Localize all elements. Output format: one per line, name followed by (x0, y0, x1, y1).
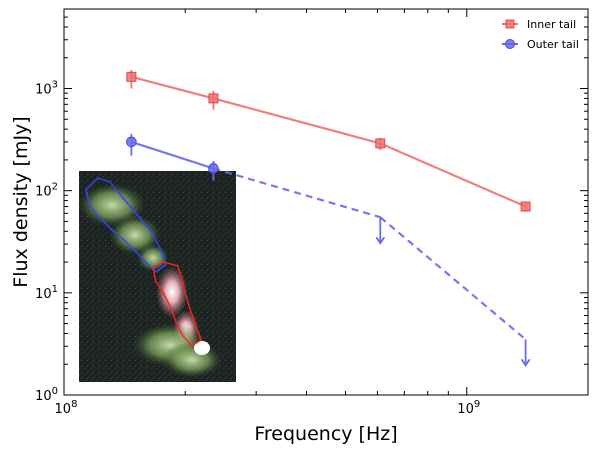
y-tick-label: 100 (35, 386, 58, 404)
series-outer-tail (126, 133, 531, 368)
series-line-segment (379, 142, 527, 208)
y-tick-label: 102 (35, 182, 58, 200)
series-line-segment (131, 75, 214, 100)
data-point (126, 71, 137, 82)
plot-frame (63, 8, 589, 396)
y-tick-label: 101 (35, 284, 58, 302)
legend-item-inner-tail: Inner tail (502, 18, 576, 31)
series-line-segment (379, 216, 527, 341)
axis-ticks (63, 8, 589, 396)
legend-label-inner-tail: Inner tail (527, 18, 576, 31)
data-point (520, 201, 531, 212)
tick-labels: 108 109 100 101 102 103 (35, 80, 480, 417)
upper-limit-arrowhead (375, 236, 386, 245)
series-inner-tail (126, 69, 531, 212)
data-point (208, 93, 219, 104)
y-axis-label: Flux density [mJy] (10, 116, 32, 287)
series-line-segment (213, 167, 381, 219)
data-point (375, 138, 386, 149)
legend-label-outer-tail: Outer tail (527, 38, 579, 51)
data-point (126, 136, 137, 148)
data-point (208, 163, 219, 174)
outer-tail-contour (85, 177, 167, 273)
y-tick-label: 103 (35, 80, 58, 98)
legend-marker-outer-tail (505, 39, 515, 49)
legend: Inner tail Outer tail (502, 18, 579, 51)
radio-map-inset (79, 171, 236, 382)
legend-marker-inner-tail (505, 19, 515, 29)
series-layer (126, 69, 531, 368)
x-tick-label: 109 (457, 399, 480, 417)
x-axis-label: Frequency [Hz] (254, 423, 397, 445)
series-line-segment (213, 97, 381, 145)
inner-tail-contour (152, 261, 202, 347)
upper-limit-arrowhead (520, 358, 531, 368)
series-line-segment (131, 140, 214, 170)
legend-item-outer-tail: Outer tail (502, 38, 579, 51)
x-tick-label: 108 (55, 399, 78, 417)
